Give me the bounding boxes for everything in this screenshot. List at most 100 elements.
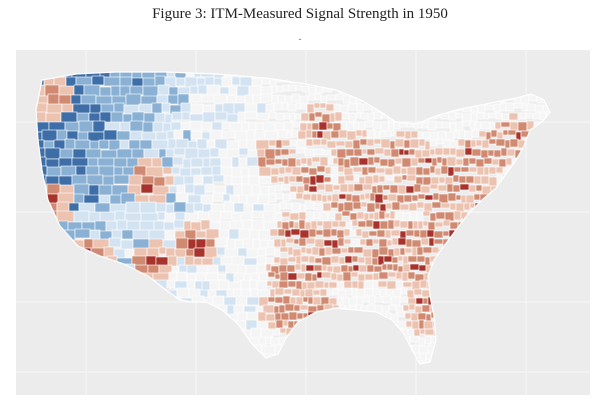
county-tile bbox=[416, 201, 425, 209]
county-tile bbox=[226, 288, 235, 299]
county-tile bbox=[417, 193, 426, 200]
county-tile bbox=[390, 229, 401, 237]
county-tile bbox=[316, 165, 326, 173]
county-tile bbox=[306, 103, 315, 114]
county-tile bbox=[126, 220, 141, 232]
county-tile bbox=[418, 337, 426, 347]
county-tile bbox=[361, 129, 368, 138]
county-tile bbox=[287, 246, 294, 256]
county-tile bbox=[423, 320, 434, 330]
county-tile bbox=[347, 265, 354, 273]
county-tile bbox=[73, 84, 85, 96]
county-tile bbox=[447, 166, 455, 177]
county-tile bbox=[343, 201, 354, 212]
county-tile bbox=[483, 112, 490, 120]
county-tile bbox=[292, 121, 301, 128]
county-tile bbox=[273, 256, 281, 264]
county-tile bbox=[140, 183, 154, 194]
county-tile bbox=[424, 335, 432, 345]
county-tile bbox=[438, 193, 449, 204]
county-tile bbox=[478, 130, 487, 138]
county-tile bbox=[372, 174, 380, 184]
county-tile bbox=[353, 174, 360, 182]
county-tile bbox=[314, 257, 323, 264]
county-tile bbox=[296, 185, 305, 194]
county-tile bbox=[401, 157, 412, 168]
county-tile bbox=[258, 229, 271, 242]
county-tile bbox=[335, 140, 346, 147]
county-tile bbox=[507, 129, 517, 136]
county-tile bbox=[470, 112, 478, 123]
county-tile bbox=[508, 112, 519, 121]
county-tile bbox=[330, 175, 339, 185]
county-tile bbox=[342, 271, 352, 282]
county-tile bbox=[343, 228, 351, 237]
county-tile bbox=[517, 112, 527, 120]
county-tile bbox=[204, 246, 218, 259]
county-tile bbox=[285, 202, 293, 210]
county-tile bbox=[417, 157, 426, 164]
county-tile bbox=[336, 148, 347, 159]
county-tile bbox=[400, 167, 408, 175]
county-tile bbox=[248, 165, 260, 178]
county-tile bbox=[327, 210, 336, 220]
county-tile bbox=[172, 156, 184, 166]
county-tile bbox=[196, 264, 209, 274]
county-tile bbox=[395, 271, 403, 280]
county-tile bbox=[452, 174, 460, 183]
county-tile bbox=[359, 238, 367, 246]
county-tile bbox=[173, 219, 185, 229]
county-tile bbox=[471, 129, 480, 138]
county-tile bbox=[322, 202, 332, 212]
county-tile bbox=[352, 139, 361, 150]
county-tile bbox=[260, 328, 274, 339]
county-tile bbox=[264, 148, 276, 161]
county-tile bbox=[397, 237, 407, 246]
us-county-map bbox=[16, 50, 590, 395]
county-tile bbox=[437, 130, 447, 140]
county-tile bbox=[268, 111, 277, 119]
county-tile bbox=[305, 247, 313, 255]
county-tile bbox=[281, 139, 291, 147]
county-tile bbox=[418, 345, 429, 354]
county-tile bbox=[409, 138, 420, 149]
county-tile bbox=[175, 77, 186, 87]
county-tile bbox=[330, 255, 340, 264]
county-tile bbox=[500, 147, 508, 157]
county-tile bbox=[308, 167, 318, 176]
county-tile bbox=[272, 328, 281, 336]
county-tile bbox=[311, 130, 318, 139]
county-tile bbox=[223, 201, 235, 212]
county-tile bbox=[325, 103, 335, 112]
county-tile bbox=[470, 139, 477, 148]
county-tile bbox=[295, 147, 306, 154]
county-tile bbox=[391, 237, 399, 246]
county-tile bbox=[422, 220, 429, 227]
county-tile bbox=[339, 183, 349, 193]
county-tile bbox=[110, 85, 121, 98]
county-tile bbox=[322, 149, 332, 156]
county-tile bbox=[313, 211, 321, 220]
county-tile bbox=[260, 93, 273, 103]
county-tile bbox=[269, 288, 276, 298]
county-tile bbox=[477, 104, 486, 114]
county-tile bbox=[270, 337, 280, 346]
county-tile bbox=[330, 166, 339, 176]
county-tile bbox=[398, 148, 405, 156]
county-tile bbox=[364, 288, 374, 297]
county-tile bbox=[320, 138, 328, 146]
county-tile bbox=[521, 104, 528, 112]
county-tile bbox=[331, 247, 342, 255]
county-tile bbox=[407, 220, 414, 230]
county-tile bbox=[416, 246, 424, 256]
county-tile bbox=[322, 228, 332, 238]
county-tile bbox=[116, 219, 128, 231]
county-tile bbox=[212, 174, 225, 183]
county-tile bbox=[200, 219, 211, 231]
county-tile bbox=[413, 183, 422, 193]
county-tile bbox=[326, 94, 337, 101]
county-tile bbox=[352, 264, 360, 272]
county-tile bbox=[429, 212, 437, 222]
county-tile bbox=[419, 328, 426, 335]
county-tile bbox=[103, 76, 121, 87]
